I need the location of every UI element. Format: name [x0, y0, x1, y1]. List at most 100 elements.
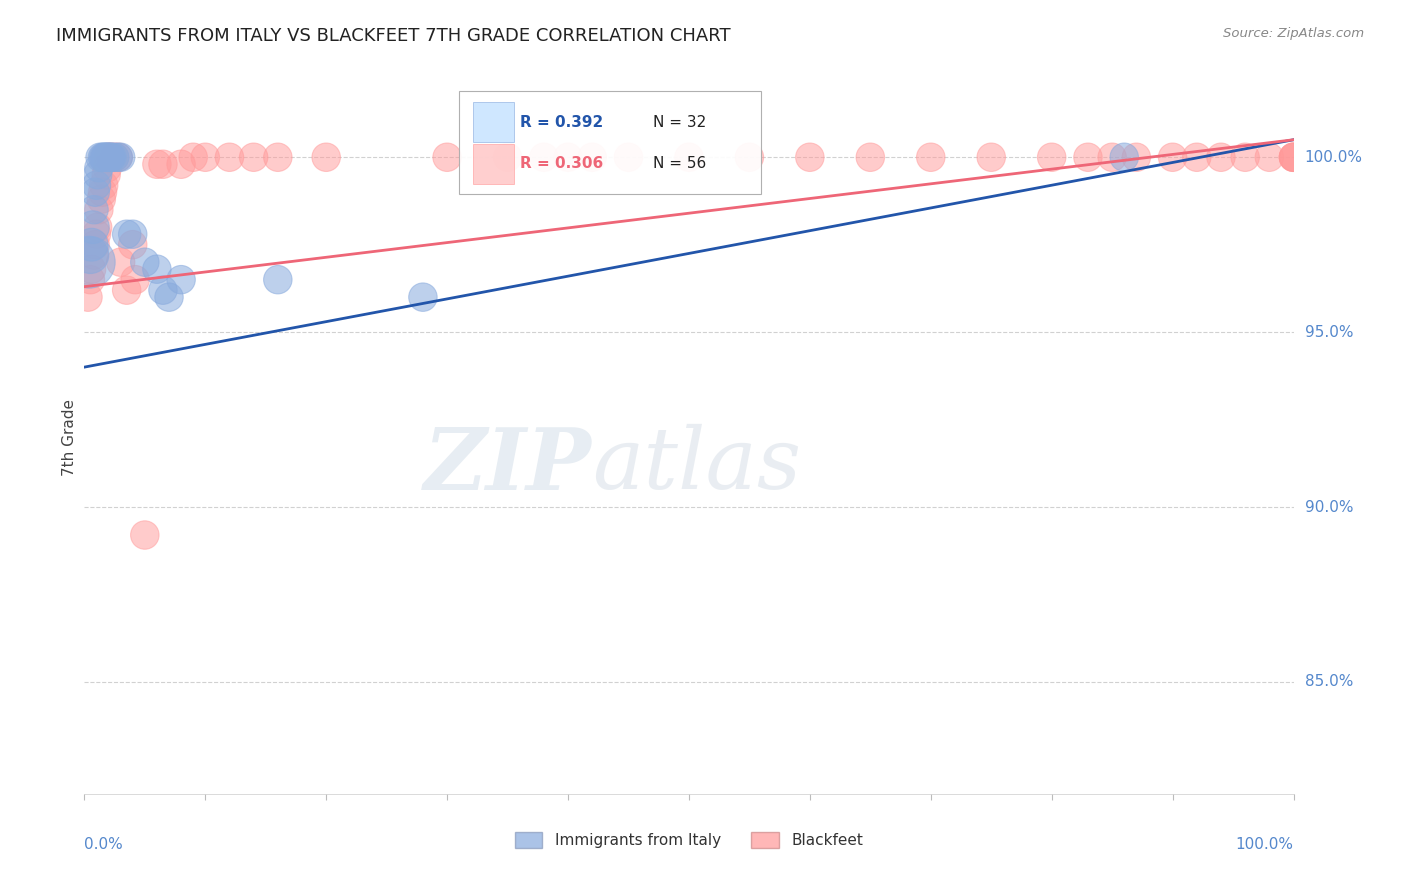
- Point: [86, 168, 108, 182]
- Point: [315, 150, 337, 164]
- Point: [1161, 150, 1184, 164]
- Point: [110, 150, 132, 164]
- Point: [84, 185, 107, 199]
- Point: [86, 220, 108, 235]
- Point: [581, 150, 603, 164]
- Point: [412, 290, 434, 304]
- Point: [1185, 150, 1208, 164]
- Text: IMMIGRANTS FROM ITALY VS BLACKFEET 7TH GRADE CORRELATION CHART: IMMIGRANTS FROM ITALY VS BLACKFEET 7TH G…: [56, 27, 731, 45]
- Point: [86, 227, 108, 242]
- Point: [533, 150, 555, 164]
- Text: N = 56: N = 56: [652, 156, 706, 171]
- Point: [1209, 150, 1232, 164]
- Point: [1282, 150, 1305, 164]
- Point: [1125, 150, 1147, 164]
- Text: N = 32: N = 32: [652, 115, 706, 130]
- Point: [110, 255, 132, 269]
- Point: [1282, 150, 1305, 164]
- Point: [920, 150, 942, 164]
- Point: [104, 150, 127, 164]
- Point: [267, 273, 290, 287]
- Point: [83, 202, 105, 217]
- Point: [79, 273, 101, 287]
- Point: [77, 255, 100, 269]
- Text: ZIP: ZIP: [425, 424, 592, 508]
- Point: [104, 150, 127, 164]
- Point: [94, 150, 117, 164]
- Point: [496, 150, 519, 164]
- Point: [152, 157, 174, 171]
- Point: [152, 283, 174, 297]
- Point: [101, 150, 124, 164]
- FancyBboxPatch shape: [472, 144, 513, 184]
- Point: [91, 185, 114, 199]
- Point: [557, 150, 579, 164]
- Text: 0.0%: 0.0%: [84, 837, 124, 852]
- Point: [1258, 150, 1281, 164]
- Point: [134, 255, 156, 269]
- Point: [96, 161, 118, 175]
- Text: 85.0%: 85.0%: [1305, 674, 1353, 690]
- FancyBboxPatch shape: [460, 91, 762, 194]
- Point: [1077, 150, 1099, 164]
- Y-axis label: 7th Grade: 7th Grade: [62, 399, 77, 475]
- Point: [100, 150, 122, 164]
- Text: 95.0%: 95.0%: [1305, 325, 1353, 340]
- Point: [170, 273, 193, 287]
- Point: [84, 237, 107, 252]
- Point: [980, 150, 1002, 164]
- Text: 100.0%: 100.0%: [1236, 837, 1294, 852]
- Point: [94, 150, 117, 164]
- Legend: Immigrants from Italy, Blackfeet: Immigrants from Italy, Blackfeet: [509, 826, 869, 854]
- Point: [170, 157, 193, 171]
- Text: 90.0%: 90.0%: [1305, 500, 1353, 515]
- Point: [1234, 150, 1257, 164]
- Point: [107, 150, 129, 164]
- FancyBboxPatch shape: [472, 103, 513, 143]
- Point: [194, 150, 217, 164]
- Point: [79, 248, 101, 262]
- Point: [82, 220, 104, 235]
- Point: [1101, 150, 1123, 164]
- Point: [96, 150, 118, 164]
- Point: [83, 248, 105, 262]
- Point: [146, 262, 169, 277]
- Point: [80, 237, 103, 252]
- Point: [80, 262, 103, 277]
- Point: [86, 178, 108, 193]
- Point: [436, 150, 458, 164]
- Point: [738, 150, 761, 164]
- Point: [121, 237, 143, 252]
- Point: [218, 150, 240, 164]
- Point: [1040, 150, 1063, 164]
- Point: [799, 150, 821, 164]
- Point: [87, 202, 110, 217]
- Point: [181, 150, 204, 164]
- Point: [107, 150, 129, 164]
- Point: [115, 227, 138, 242]
- Point: [89, 150, 111, 164]
- Point: [134, 528, 156, 542]
- Text: R = 0.306: R = 0.306: [520, 156, 603, 171]
- Point: [100, 150, 122, 164]
- Point: [91, 150, 114, 164]
- Point: [87, 161, 110, 175]
- Point: [678, 150, 700, 164]
- Point: [267, 150, 290, 164]
- Point: [93, 150, 115, 164]
- Point: [617, 150, 640, 164]
- Text: Source: ZipAtlas.com: Source: ZipAtlas.com: [1223, 27, 1364, 40]
- Point: [94, 168, 117, 182]
- Point: [77, 290, 100, 304]
- Point: [1282, 150, 1305, 164]
- Point: [97, 150, 120, 164]
- Text: R = 0.392: R = 0.392: [520, 115, 603, 130]
- Point: [93, 178, 115, 193]
- Point: [1114, 150, 1136, 164]
- Point: [98, 150, 121, 164]
- Point: [859, 150, 882, 164]
- Point: [115, 283, 138, 297]
- Point: [124, 273, 146, 287]
- Point: [1282, 150, 1305, 164]
- Point: [121, 227, 143, 242]
